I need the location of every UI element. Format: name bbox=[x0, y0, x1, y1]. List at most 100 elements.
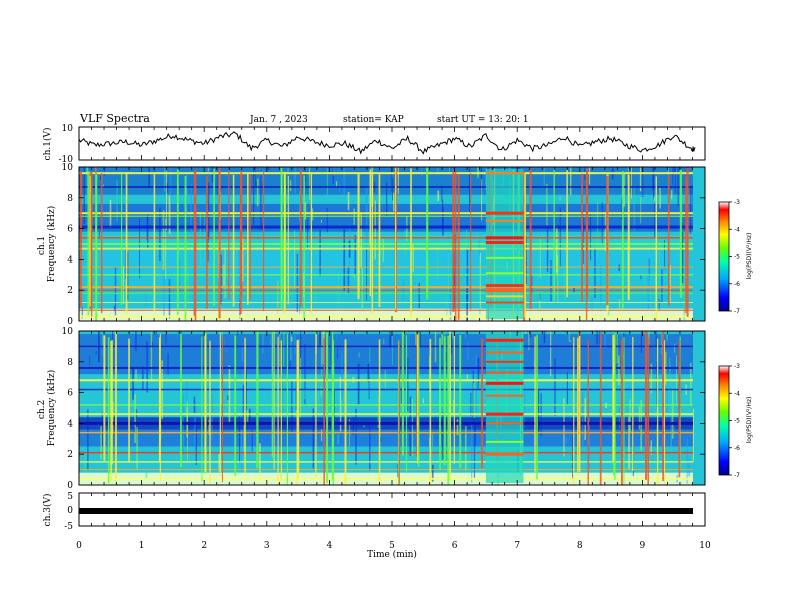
spectrogram-speckle bbox=[164, 167, 166, 192]
spectrogram-speckle bbox=[596, 331, 598, 345]
spectrogram-sferic bbox=[228, 170, 230, 301]
spectrogram-speckle bbox=[558, 250, 560, 272]
spectrogram-speckle bbox=[168, 279, 171, 319]
spectrogram-speckle bbox=[102, 331, 104, 346]
spectrogram-speckle bbox=[570, 167, 572, 196]
spectrogram-speckle bbox=[159, 207, 161, 262]
spectrogram-speckle bbox=[568, 331, 570, 342]
spectrogram-speckle bbox=[300, 331, 302, 365]
spectrogram-speckle bbox=[228, 365, 231, 424]
spectrogram-sferic bbox=[620, 339, 623, 485]
spectrogram-speckle bbox=[165, 331, 167, 344]
burst-band bbox=[485, 412, 524, 416]
spectrogram-speckle bbox=[474, 423, 476, 447]
spectrogram-speckle bbox=[103, 167, 106, 177]
spectrogram-speckle bbox=[382, 238, 385, 263]
spectrogram-speckle bbox=[601, 202, 603, 245]
ch2-colorbar-label: log(PSD)(V²/Hz) bbox=[746, 397, 753, 444]
spectrogram-speckle bbox=[150, 331, 153, 382]
spectrogram-speckle bbox=[464, 331, 467, 338]
spectrogram-sferic bbox=[378, 174, 381, 307]
spectrogram-speckle bbox=[134, 394, 137, 443]
spectrogram-band bbox=[79, 286, 693, 289]
spectrogram-sferic bbox=[655, 176, 657, 321]
spectrogram-speckle bbox=[307, 219, 308, 251]
burst-band bbox=[485, 338, 524, 342]
spectrogram-speckle bbox=[330, 331, 332, 365]
spectrogram-speckle bbox=[167, 353, 169, 375]
spectrogram-speckle bbox=[267, 167, 270, 171]
ch3-ytick-mid: 0 bbox=[67, 506, 73, 516]
spectrogram-speckle bbox=[145, 472, 148, 479]
spectrogram-sferic bbox=[678, 340, 681, 478]
spectrogram-speckle bbox=[224, 249, 226, 298]
spectrogram-speckle bbox=[525, 235, 527, 285]
spectrogram-burst-base bbox=[485, 333, 524, 483]
burst-band bbox=[485, 240, 524, 244]
spectrogram-speckle bbox=[627, 167, 629, 183]
spectrogram-speckle bbox=[122, 266, 125, 304]
burst-band bbox=[485, 452, 524, 456]
spectrogram-speckle bbox=[639, 167, 642, 192]
spectrogram-speckle bbox=[550, 331, 552, 377]
x-tick-label: 0 bbox=[76, 541, 82, 551]
spectrogram-sferic bbox=[176, 169, 179, 315]
spectrogram-sferic bbox=[662, 331, 665, 481]
spectrogram-speckle bbox=[148, 167, 150, 187]
spectrogram-speckle bbox=[422, 398, 424, 404]
spectrogram-speckle bbox=[427, 240, 430, 259]
spectrogram-speckle bbox=[598, 331, 600, 345]
spectrogram-speckle bbox=[195, 422, 197, 466]
spectrogram-speckle bbox=[207, 182, 210, 240]
spectrogram-speckle bbox=[166, 182, 169, 194]
spectrogram-speckle bbox=[326, 167, 328, 195]
spectrogram-band bbox=[79, 413, 693, 416]
spectrogram-speckle bbox=[290, 336, 293, 342]
spectrogram-speckle bbox=[690, 362, 692, 406]
ch1-xticks bbox=[78, 127, 706, 160]
spectrogram-speckle bbox=[101, 412, 104, 446]
spectrogram-speckle bbox=[640, 274, 642, 280]
spectrogram-sferic bbox=[647, 337, 649, 485]
spectrogram-sferic bbox=[439, 337, 441, 471]
spectrogram-speckle bbox=[660, 331, 662, 355]
spectrogram-speckle bbox=[145, 292, 147, 307]
spectrogram-speckle bbox=[142, 366, 144, 390]
spectrogram-speckle bbox=[402, 279, 405, 299]
y-tick-label: 6 bbox=[67, 389, 73, 399]
spectrogram-speckle bbox=[300, 357, 302, 418]
spectrogram-sferic bbox=[455, 172, 457, 321]
spectrogram-speckle bbox=[277, 280, 279, 315]
spectrogram-speckle bbox=[223, 338, 225, 352]
x-tick-label: 4 bbox=[327, 541, 333, 551]
spectrogram-sferic bbox=[256, 331, 259, 469]
spectrogram-sferic bbox=[553, 168, 555, 301]
spectrogram-speckle bbox=[361, 268, 363, 311]
spectrogram-band bbox=[79, 289, 693, 291]
spectrogram-sferic bbox=[534, 336, 536, 473]
spectrogram-speckle bbox=[256, 178, 259, 207]
spectrogram-sferic bbox=[262, 172, 265, 311]
spectrogram-speckle bbox=[556, 255, 559, 302]
spectrogram-speckle bbox=[565, 436, 568, 444]
spectrogram-speckle bbox=[628, 416, 630, 470]
spectrogram-sferic bbox=[194, 169, 197, 321]
spectrogram-speckle bbox=[644, 277, 646, 294]
spectrogram-speckle bbox=[653, 196, 655, 201]
spectrogram-speckle bbox=[147, 212, 149, 250]
spectrogram-sferic bbox=[323, 337, 325, 485]
spectrogram-sferic bbox=[184, 175, 187, 321]
spectrogram-speckle bbox=[451, 331, 454, 339]
spectrogram-speckle bbox=[221, 387, 223, 406]
spectrogram-speckle bbox=[135, 369, 137, 381]
spectrogram-speckle bbox=[132, 368, 134, 400]
spectrogram-sferic bbox=[371, 174, 374, 315]
spectrogram-speckle bbox=[208, 419, 210, 435]
spectrogram-speckle bbox=[207, 231, 209, 262]
y-tick-label: 0 bbox=[67, 317, 73, 327]
spectrogram-speckle bbox=[664, 268, 666, 270]
spectrogram-speckle bbox=[146, 341, 149, 393]
ch1-colorbar-ticks: -3 -4 -5 -6 -7 bbox=[729, 199, 740, 315]
spectrogram-speckle bbox=[337, 434, 339, 445]
spectrogram-sferic bbox=[326, 332, 329, 484]
